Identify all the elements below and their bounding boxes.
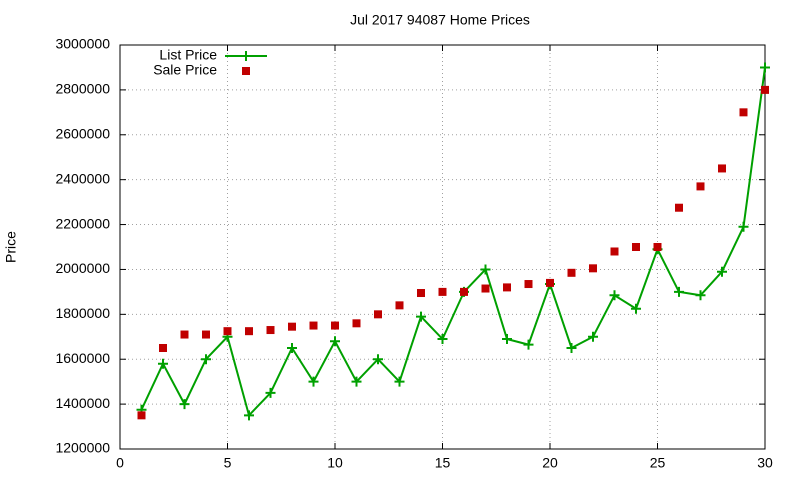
legend-swatch xyxy=(241,51,251,61)
point-marker xyxy=(352,319,361,328)
point-marker xyxy=(202,330,210,339)
point-marker xyxy=(632,243,640,251)
y-tick-label: 3000000 xyxy=(55,36,110,52)
point-marker xyxy=(137,411,146,420)
x-tick-label: 30 xyxy=(757,455,773,471)
x-tick-label: 5 xyxy=(224,455,232,471)
legend-label: List Price xyxy=(159,47,217,63)
point-marker xyxy=(245,327,253,336)
y-tick-label: 2000000 xyxy=(55,260,110,276)
point-marker xyxy=(309,321,318,330)
point-marker xyxy=(158,358,168,369)
point-marker xyxy=(695,290,706,301)
point-marker xyxy=(417,289,425,298)
point-marker xyxy=(223,327,232,336)
y-axis-label: Price xyxy=(3,231,19,263)
point-marker xyxy=(266,326,275,335)
point-marker xyxy=(674,286,684,297)
point-marker xyxy=(481,284,490,293)
x-tick-label: 25 xyxy=(650,455,666,471)
point-marker xyxy=(180,330,189,339)
x-tick-label: 0 xyxy=(116,455,124,471)
point-marker xyxy=(308,376,319,387)
point-marker xyxy=(438,287,447,296)
legend-swatch xyxy=(242,67,250,75)
point-marker xyxy=(523,339,534,350)
y-tick-label: 2400000 xyxy=(55,170,110,186)
point-marker xyxy=(503,283,511,292)
legend-label: Sale Price xyxy=(153,62,217,78)
point-marker xyxy=(373,354,383,365)
point-marker xyxy=(761,85,769,94)
point-marker xyxy=(718,164,726,173)
y-tick-label: 2800000 xyxy=(55,81,110,97)
point-marker xyxy=(589,264,597,273)
point-marker xyxy=(374,310,382,319)
point-marker xyxy=(546,278,554,287)
point-marker xyxy=(394,376,405,387)
point-marker xyxy=(416,311,426,322)
point-marker xyxy=(201,354,211,365)
point-marker xyxy=(179,399,190,410)
point-marker xyxy=(567,268,576,277)
point-marker xyxy=(631,303,641,314)
point-marker xyxy=(609,290,620,301)
point-marker xyxy=(696,182,705,191)
point-marker xyxy=(717,266,727,277)
point-marker xyxy=(502,334,512,345)
point-marker xyxy=(287,343,297,353)
x-tick-label: 15 xyxy=(435,455,451,471)
point-marker xyxy=(265,387,276,398)
point-marker xyxy=(351,376,362,387)
point-marker xyxy=(159,344,167,352)
y-tick-label: 1200000 xyxy=(55,440,110,456)
plot-frame xyxy=(119,44,766,450)
point-marker xyxy=(653,243,662,251)
point-marker xyxy=(610,247,619,256)
point-marker xyxy=(437,334,448,345)
point-marker xyxy=(738,221,749,232)
point-marker xyxy=(588,331,598,342)
series-line xyxy=(140,67,766,418)
point-marker xyxy=(460,287,468,296)
y-tick-label: 2600000 xyxy=(55,125,110,141)
point-marker xyxy=(675,203,683,212)
point-marker xyxy=(288,322,296,331)
point-marker xyxy=(330,336,340,347)
y-tick-label: 1600000 xyxy=(55,350,110,366)
point-marker xyxy=(244,410,254,421)
y-tick-label: 1800000 xyxy=(55,305,110,321)
x-tick-label: 20 xyxy=(542,455,558,471)
point-marker xyxy=(760,62,770,73)
point-marker xyxy=(480,264,491,275)
point-marker xyxy=(395,301,404,310)
y-tick-label: 1400000 xyxy=(55,395,110,411)
point-marker xyxy=(524,280,533,289)
point-marker xyxy=(566,343,577,353)
point-marker xyxy=(331,321,339,330)
chart-title: Jul 2017 94087 Home Prices xyxy=(350,12,530,28)
point-marker xyxy=(739,108,748,117)
y-tick-label: 2200000 xyxy=(55,215,110,231)
x-tick-label: 10 xyxy=(327,455,343,471)
